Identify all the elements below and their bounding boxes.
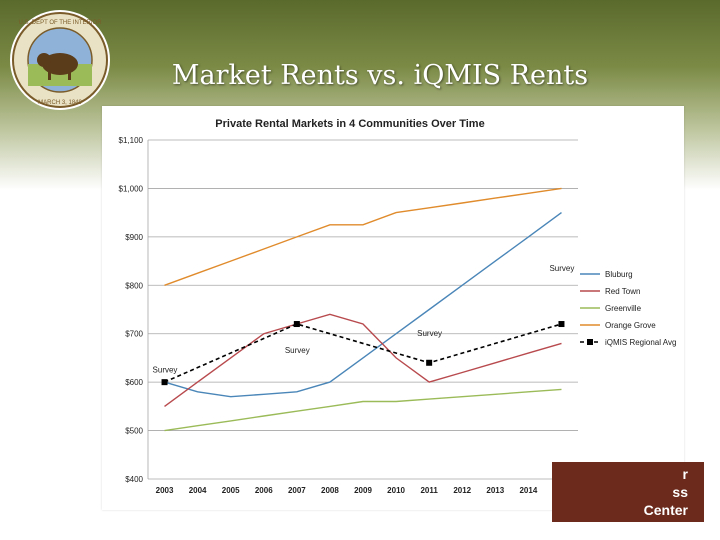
series-line <box>164 187 562 286</box>
svg-text:MARCH 3, 1849: MARCH 3, 1849 <box>38 100 82 106</box>
y-tick-label: $500 <box>125 427 143 436</box>
chart-annotations: Survey Survey Survey Survey <box>153 264 575 375</box>
x-tick-label: 2012 <box>453 486 471 495</box>
x-tick-label: 2010 <box>387 486 405 495</box>
survey-annotation: Survey <box>549 264 574 273</box>
legend-label: Red Town <box>605 287 640 296</box>
x-tick-label: 2013 <box>486 486 504 495</box>
department-seal-logo: U.S. DEPT OF THE INTERIOR MARCH 3, 1849 <box>10 10 110 110</box>
x-tick-label: 2004 <box>189 486 207 495</box>
slide-title: Market Rents vs. iQMIS Rents <box>171 60 589 91</box>
x-tick-label: 2003 <box>156 486 174 495</box>
center-logo: r ss Center <box>552 462 704 522</box>
logo-line-3: Center <box>643 502 688 518</box>
svg-text:U.S. DEPT OF THE INTERIOR: U.S. DEPT OF THE INTERIOR <box>18 20 102 26</box>
series-lines <box>161 187 565 432</box>
logo-line-1: r <box>682 466 688 482</box>
chart-gridlines <box>147 139 578 480</box>
y-tick-label: $1,000 <box>119 184 144 193</box>
x-tick-label: 2006 <box>255 486 273 495</box>
series-marker <box>558 321 565 328</box>
legend-label: Bluburg <box>605 270 633 279</box>
chart-panel: Private Rental Markets in 4 Communities … <box>102 106 684 510</box>
x-tick-label: 2007 <box>288 486 306 495</box>
series-marker <box>426 359 433 366</box>
y-tick-label: $900 <box>125 233 143 242</box>
x-tick-label: 2011 <box>420 486 438 495</box>
y-tick-label: $700 <box>125 330 143 339</box>
legend-label: iQMIS Regional Avg <box>605 338 676 347</box>
x-tick-label: 2009 <box>354 486 372 495</box>
chart-title: Private Rental Markets in 4 Communities … <box>215 118 484 130</box>
x-axis-ticks: 2003 2004 2005 2006 2007 2008 2009 2010 2011 2012… <box>156 486 571 495</box>
line-chart: Private Rental Markets in 4 Communities … <box>119 118 677 495</box>
series-marker <box>161 379 168 386</box>
survey-annotation: Survey <box>285 346 310 355</box>
y-tick-label: $1,100 <box>119 136 144 145</box>
legend-label: Orange Grove <box>605 321 656 330</box>
x-tick-label: 2008 <box>321 486 339 495</box>
series-line <box>164 212 562 398</box>
series-line <box>164 323 562 383</box>
x-tick-label: 2005 <box>222 486 240 495</box>
y-axis-ticks: $400 $500 $600 $700 $800 $900 $1,000 $1,100 <box>119 136 144 484</box>
series-line <box>164 388 562 432</box>
y-tick-label: $600 <box>125 378 143 387</box>
legend-label: Greenville <box>605 304 642 313</box>
series-marker <box>293 321 300 328</box>
survey-annotation: Survey <box>153 365 178 374</box>
logo-line-2: ss <box>672 484 688 500</box>
y-tick-label: $800 <box>125 281 143 290</box>
x-tick-label: 2014 <box>519 486 537 495</box>
chart-legend: Bluburg Red Town Greenville Orange Grove iQM… <box>580 270 676 347</box>
legend-marker <box>587 339 593 345</box>
series-line <box>164 313 562 407</box>
y-tick-label: $400 <box>125 475 143 484</box>
survey-annotation: Survey <box>417 329 442 338</box>
